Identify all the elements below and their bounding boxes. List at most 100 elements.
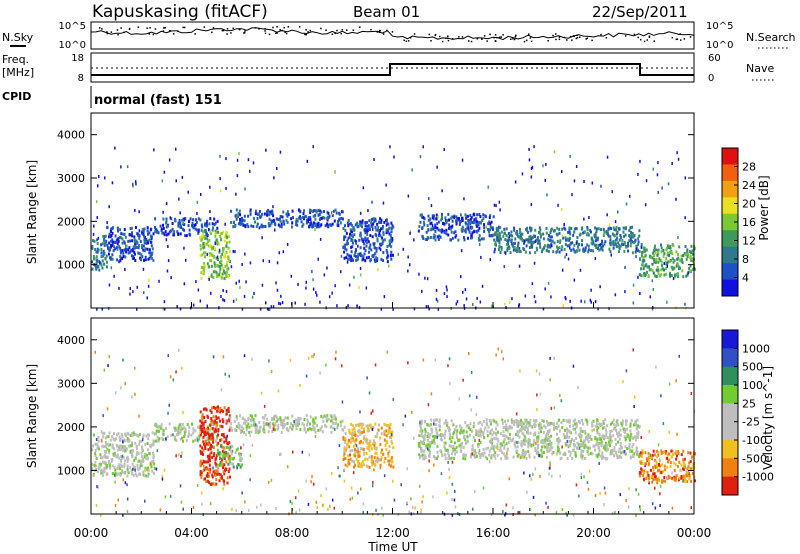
velocity-echo-cell [199, 410, 202, 414]
power-echo-cell [129, 239, 132, 243]
power-echo-cell [103, 242, 106, 246]
power-noise-cell [594, 300, 597, 304]
velocity-echo-cell [491, 445, 494, 449]
velocity-echo-cell [205, 480, 208, 483]
velocity-echo-cell [572, 424, 575, 428]
velocity-echo-cell [447, 426, 450, 430]
power-echo-cell [538, 241, 541, 245]
velocity-echo-cell [596, 429, 599, 432]
power-noise-cell [590, 288, 592, 292]
velocity-echo-cell [347, 454, 350, 458]
velocity-echo-cell [342, 454, 345, 458]
velocity-echo-cell [420, 431, 423, 435]
velocity-echo-cell [675, 474, 678, 478]
power-echo-cell [149, 228, 152, 232]
velocity-echo-cell [467, 439, 470, 443]
noise-search-point [523, 40, 526, 43]
power-echo-cell [345, 242, 348, 246]
power-echo-cell [96, 265, 99, 269]
velocity-echo-cell [502, 440, 505, 444]
power-echo-cell [354, 223, 357, 227]
power-noise-cell [652, 167, 654, 171]
velocity-echo-cell [342, 436, 345, 440]
velocity-echo-cell [451, 449, 454, 453]
power-echo-cell [623, 242, 626, 246]
velocity-echo-cell [605, 443, 608, 447]
power-noise-cell [583, 180, 585, 183]
power-echo-cell [640, 243, 643, 247]
velocity-echo-cell [183, 426, 186, 430]
power-echo-cell [690, 244, 693, 248]
velocity-echo-cell [513, 423, 516, 427]
power-echo-cell [530, 243, 533, 247]
power-echo-cell [566, 237, 569, 241]
velocity-noise-cell [472, 507, 474, 511]
velocity-echo-cell [100, 456, 102, 460]
velocity-echo-cell [310, 427, 313, 431]
power-noise-cell [428, 236, 430, 240]
power-echo-cell [514, 237, 517, 241]
velocity-echo-cell [390, 456, 393, 460]
velocity-noise-cell [251, 357, 253, 361]
power-echo-cell [177, 224, 180, 228]
power-echo-cell [95, 261, 98, 265]
power-echo-cell [476, 213, 479, 217]
power-echo-cell [590, 236, 593, 240]
power-echo-cell [208, 222, 211, 226]
power-echo-cell [348, 254, 351, 258]
power-echo-cell [518, 246, 521, 250]
velocity-echo-cell [192, 431, 195, 435]
velocity-echo-cell [462, 431, 465, 435]
power-echo-cell [446, 219, 448, 223]
velocity-echo-cell [658, 468, 661, 472]
power-noise-cell [132, 184, 134, 188]
power-noise-cell [358, 286, 360, 289]
power-echo-cell [602, 234, 605, 238]
power-echo-cell [305, 215, 308, 219]
velocity-echo-cell [216, 435, 219, 439]
velocity-echo-cell [653, 453, 656, 457]
velocity-echo-cell [306, 423, 308, 427]
noise-search-point [451, 38, 454, 40]
power-echo-cell [510, 238, 513, 242]
power-noise-cell [428, 307, 430, 311]
power-echo-cell [640, 274, 643, 278]
velocity-echo-cell [216, 443, 219, 447]
power-echo-cell [467, 226, 470, 230]
power-echo-cell [598, 248, 601, 252]
velocity-echo-cell [94, 464, 97, 468]
power-echo-cell [280, 222, 283, 226]
velocity-echo-cell [621, 450, 624, 454]
velocity-echo-cell [667, 474, 670, 478]
velocity-echo-cell [418, 453, 421, 457]
power-echo-cell [315, 222, 318, 226]
power-echo-cell [379, 242, 381, 246]
power-noise-cell [307, 217, 309, 221]
power-echo-cell [509, 233, 512, 237]
velocity-echo-cell [221, 418, 224, 422]
power-echo-cell [380, 218, 383, 222]
velocity-echo-cell [215, 464, 218, 468]
velocity-echo-cell [636, 418, 639, 422]
velocity-echo-cell [341, 419, 344, 423]
velocity-echo-cell [132, 474, 135, 478]
velocity-echo-cell [477, 444, 480, 448]
noise-search-point [496, 36, 498, 39]
noise-search-point [268, 33, 271, 36]
velocity-echo-cell [636, 436, 639, 439]
noise-search-point [513, 38, 516, 41]
power-echo-cell [376, 222, 379, 226]
velocity-echo-cell [117, 472, 120, 476]
power-echo-cell [314, 224, 317, 228]
power-noise-cell [567, 257, 570, 261]
velocity-echo-cell [556, 449, 559, 453]
velocity-echo-cell [356, 434, 359, 438]
velocity-echo-cell [565, 419, 568, 423]
power-echo-cell [663, 268, 665, 272]
velocity-echo-cell [372, 426, 375, 429]
power-echo-cell [671, 266, 674, 270]
velocity-echo-cell [584, 431, 587, 435]
power-noise-cell [143, 291, 145, 295]
velocity-echo-cell [104, 455, 107, 459]
power-noise-cell [508, 235, 511, 239]
